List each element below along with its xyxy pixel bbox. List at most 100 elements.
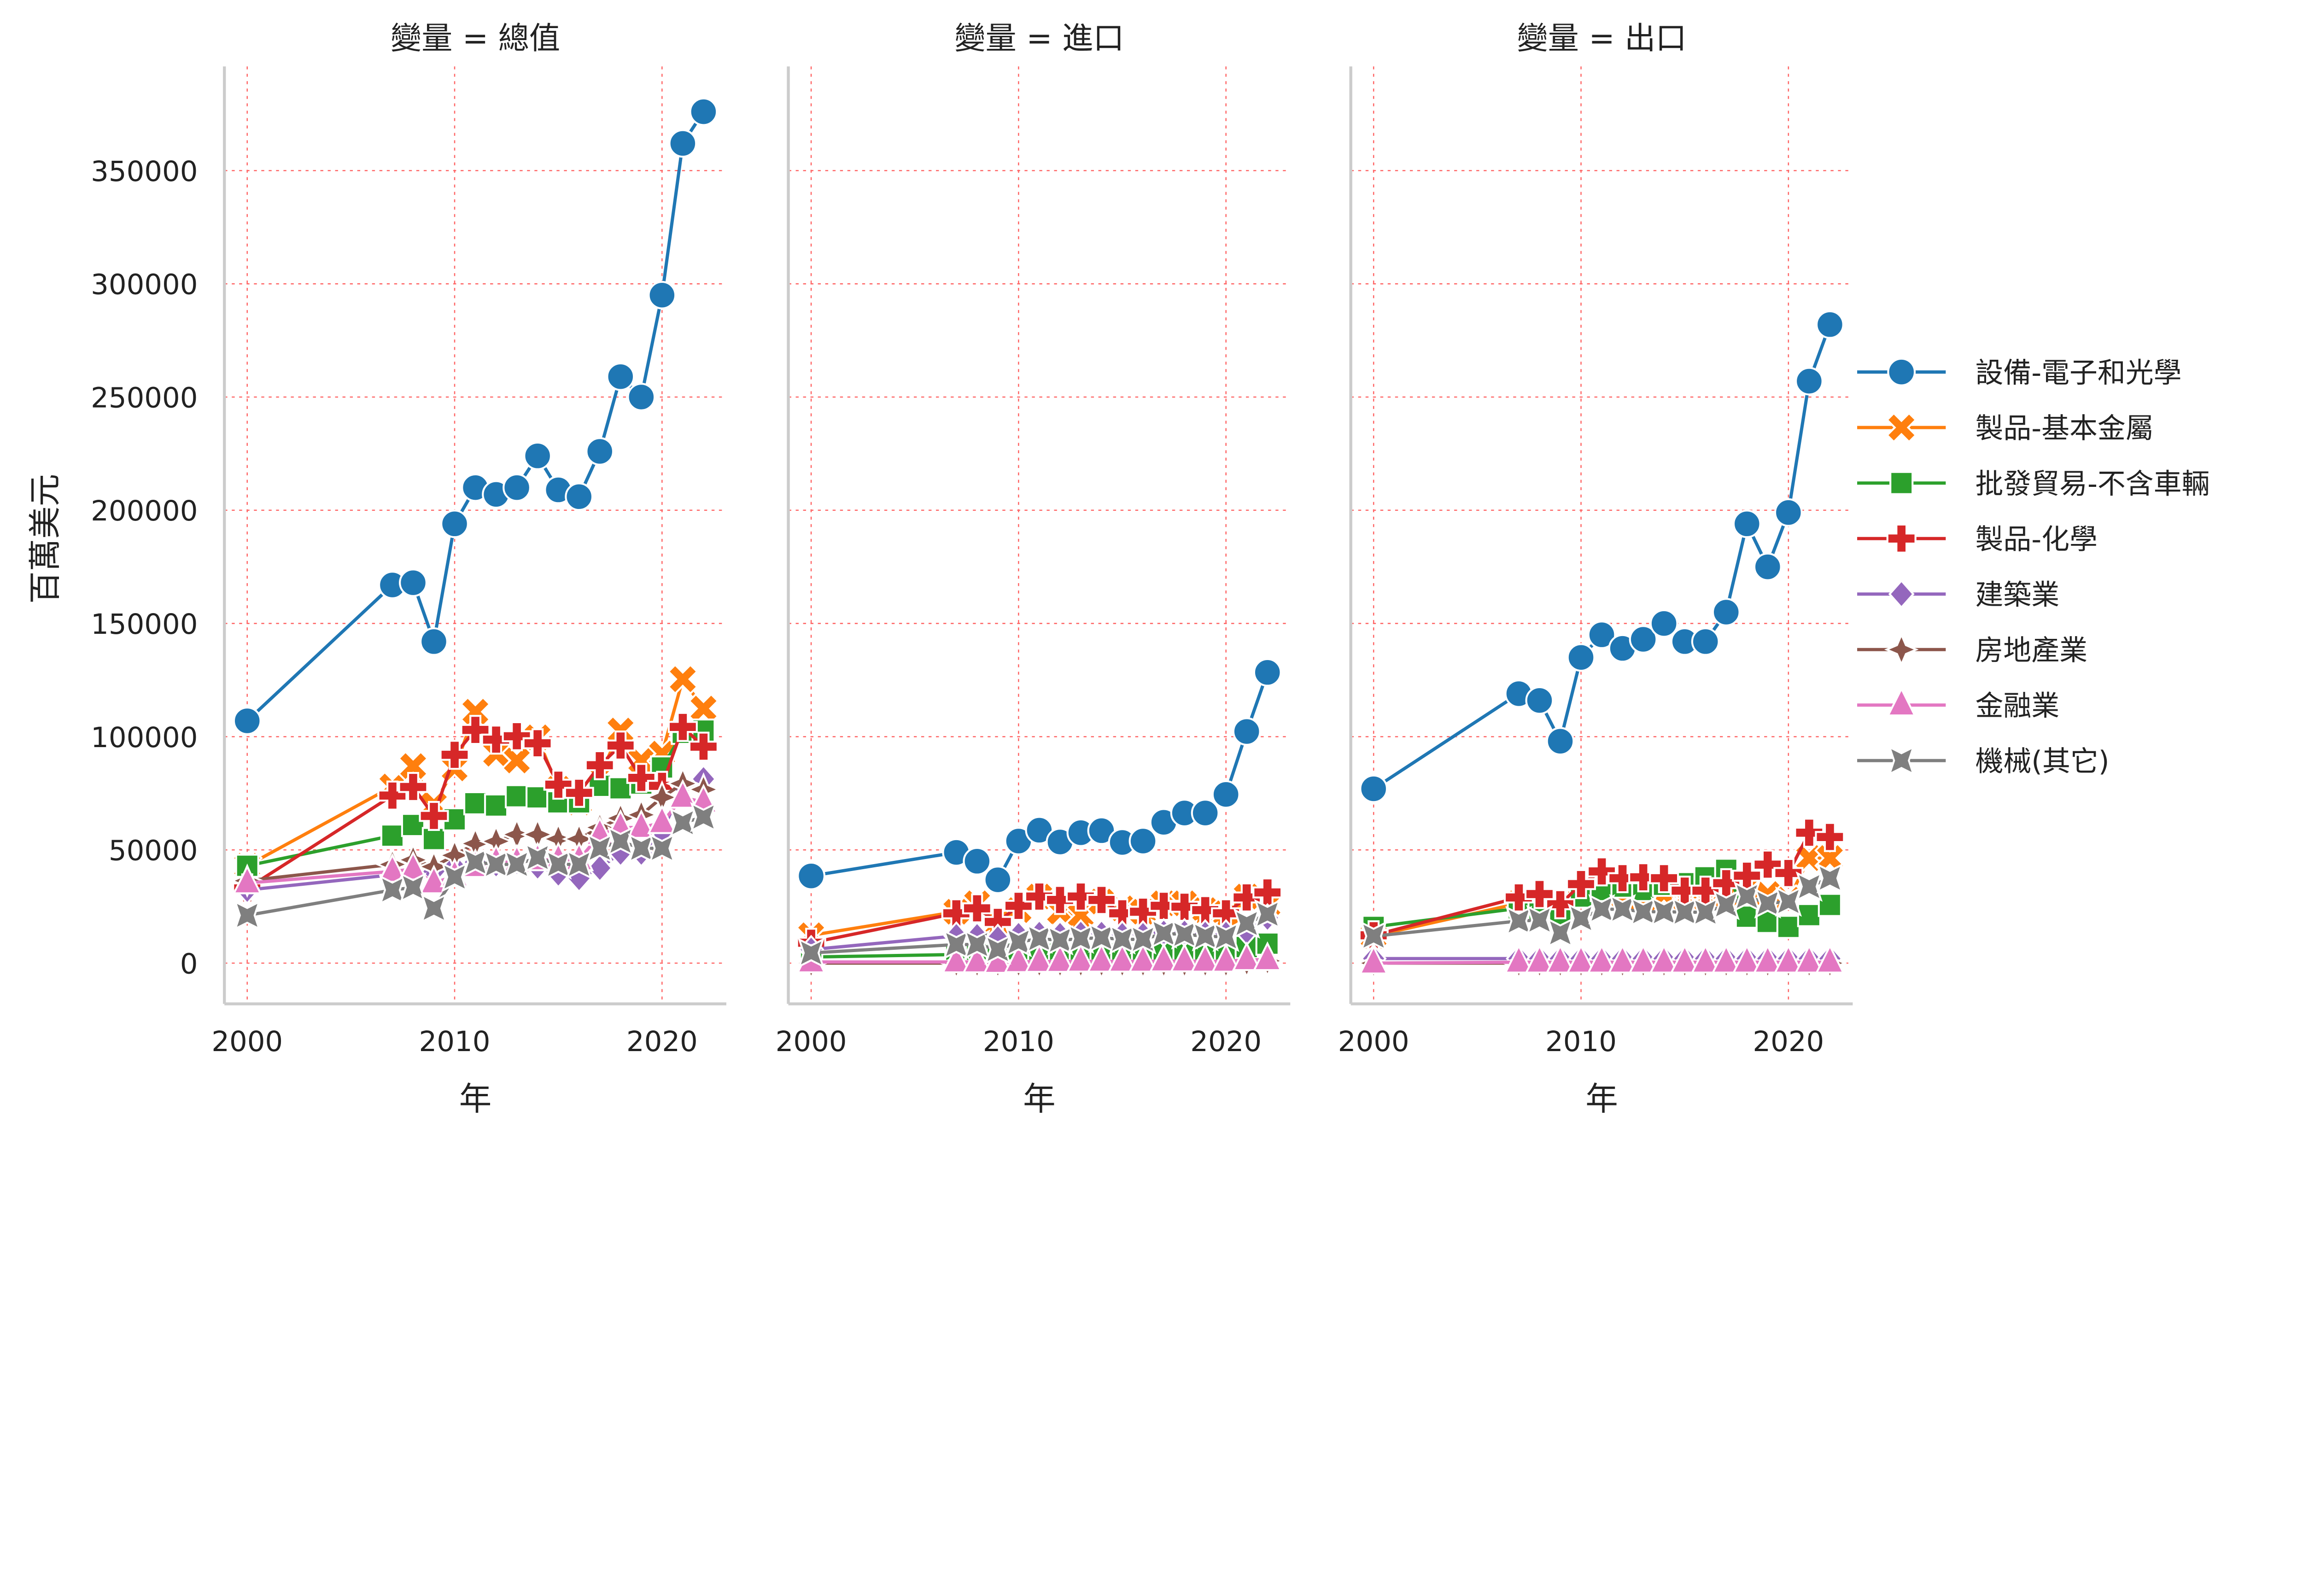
data-point [1066,943,1096,973]
data-point [1003,891,1034,921]
x-axis-label: 年 [1585,1080,1618,1118]
data-point [943,929,970,960]
data-point [1233,908,1260,939]
data-point [1504,944,1534,974]
x-tick-label: 2000 [211,1025,283,1058]
data-point [1732,944,1762,974]
legend-marker [1886,523,1917,554]
data-point [1794,367,1824,396]
data-point [1815,310,1844,339]
data-point [647,804,677,834]
data-point [463,791,488,816]
data-point [1753,552,1782,581]
data-point [1359,774,1388,803]
data-point [380,824,405,848]
legend-item: 房地產業 [1857,632,2087,667]
data-point [481,725,511,755]
x-tick-label: 2010 [983,1025,1054,1058]
data-point [1232,941,1262,971]
x-tick-label: 2000 [776,1025,847,1058]
data-point [1630,896,1657,927]
x-axis-label: 年 [1023,1080,1056,1118]
series-line [811,672,1269,883]
data-point [1732,509,1761,538]
data-point [1712,598,1741,626]
data-point [234,900,261,931]
data-point [689,97,718,126]
x-tick-label: 2010 [419,1025,491,1058]
data-point [1628,862,1659,893]
legend-marker [1887,357,1916,386]
data-point [626,809,656,839]
data-point [1649,609,1678,638]
data-point [460,715,491,745]
legend-item: 建築業 [1857,579,2059,611]
data-point [1253,658,1282,687]
legend: 設備-電子和光學製品-基本金屬批發貿易-不含車輛製品-化學建築業房地產業金融業機… [1857,357,2209,778]
data-point [420,893,448,924]
data-point [484,793,509,818]
data-point [1587,856,1617,887]
x-axis-label: 年 [459,1080,492,1118]
y-tick-label: 350000 [91,155,198,188]
series-0 [233,97,718,735]
data-point [1692,897,1719,928]
data-point [502,721,532,751]
data-point [1232,882,1262,912]
data-point [1607,944,1637,974]
data-point [1818,893,1842,917]
data-point [667,663,699,695]
data-point [397,750,429,782]
data-point [1254,899,1281,930]
series-6 [1359,944,1845,975]
data-point [1815,944,1845,974]
legend-marker [1886,412,1917,444]
data-point [1773,944,1804,974]
legend-label: 建築業 [1975,579,2059,611]
legend-marker [1884,632,1919,667]
legend-label: 設備-電子和光學 [1975,357,2181,389]
series-7 [1360,863,1844,952]
y-tick-label: 100000 [91,721,198,754]
data-point [1735,905,1759,929]
data-point [1024,943,1054,973]
data-point [1649,944,1679,974]
data-point [421,827,446,851]
data-point [669,807,696,838]
data-point [1190,895,1221,925]
data-point [503,473,532,502]
data-point [1773,858,1804,888]
legend-label: 製品-基本金屬 [1975,412,2153,445]
facet-panel: 變量 = 進口 2000 2010 2020 年 [776,20,1291,1118]
data-point [1795,871,1823,902]
y-tick-label: 0 [180,947,198,980]
data-point [1149,891,1179,921]
data-point [1046,925,1074,956]
data-point [419,801,449,831]
data-point [627,383,656,411]
data-point [482,849,510,880]
data-point [1524,879,1555,909]
data-point [1024,881,1054,912]
x-tick-label: 2020 [1753,1025,1824,1058]
data-point [1190,943,1220,973]
data-point [1774,498,1803,527]
data-point [1109,924,1136,955]
y-tick-label: 300000 [91,269,198,301]
data-point [606,362,635,391]
facet-title: 變量 = 總值 [391,20,560,56]
legend-item: 金融業 [1857,686,2059,722]
data-point [962,893,992,924]
data-point [1815,822,1845,852]
facet-panel: 變量 = 出口 2000 2010 2020 年 [1338,20,1853,1118]
legend-label: 批發貿易-不含車輛 [1975,468,2209,500]
data-point [1005,927,1032,958]
data-point [1004,943,1034,973]
data-point [543,770,573,800]
data-point [1211,943,1241,973]
data-point [667,712,698,742]
data-point [1045,885,1075,915]
data-point [1671,897,1698,928]
data-point [1775,886,1802,917]
series-line [246,111,705,722]
